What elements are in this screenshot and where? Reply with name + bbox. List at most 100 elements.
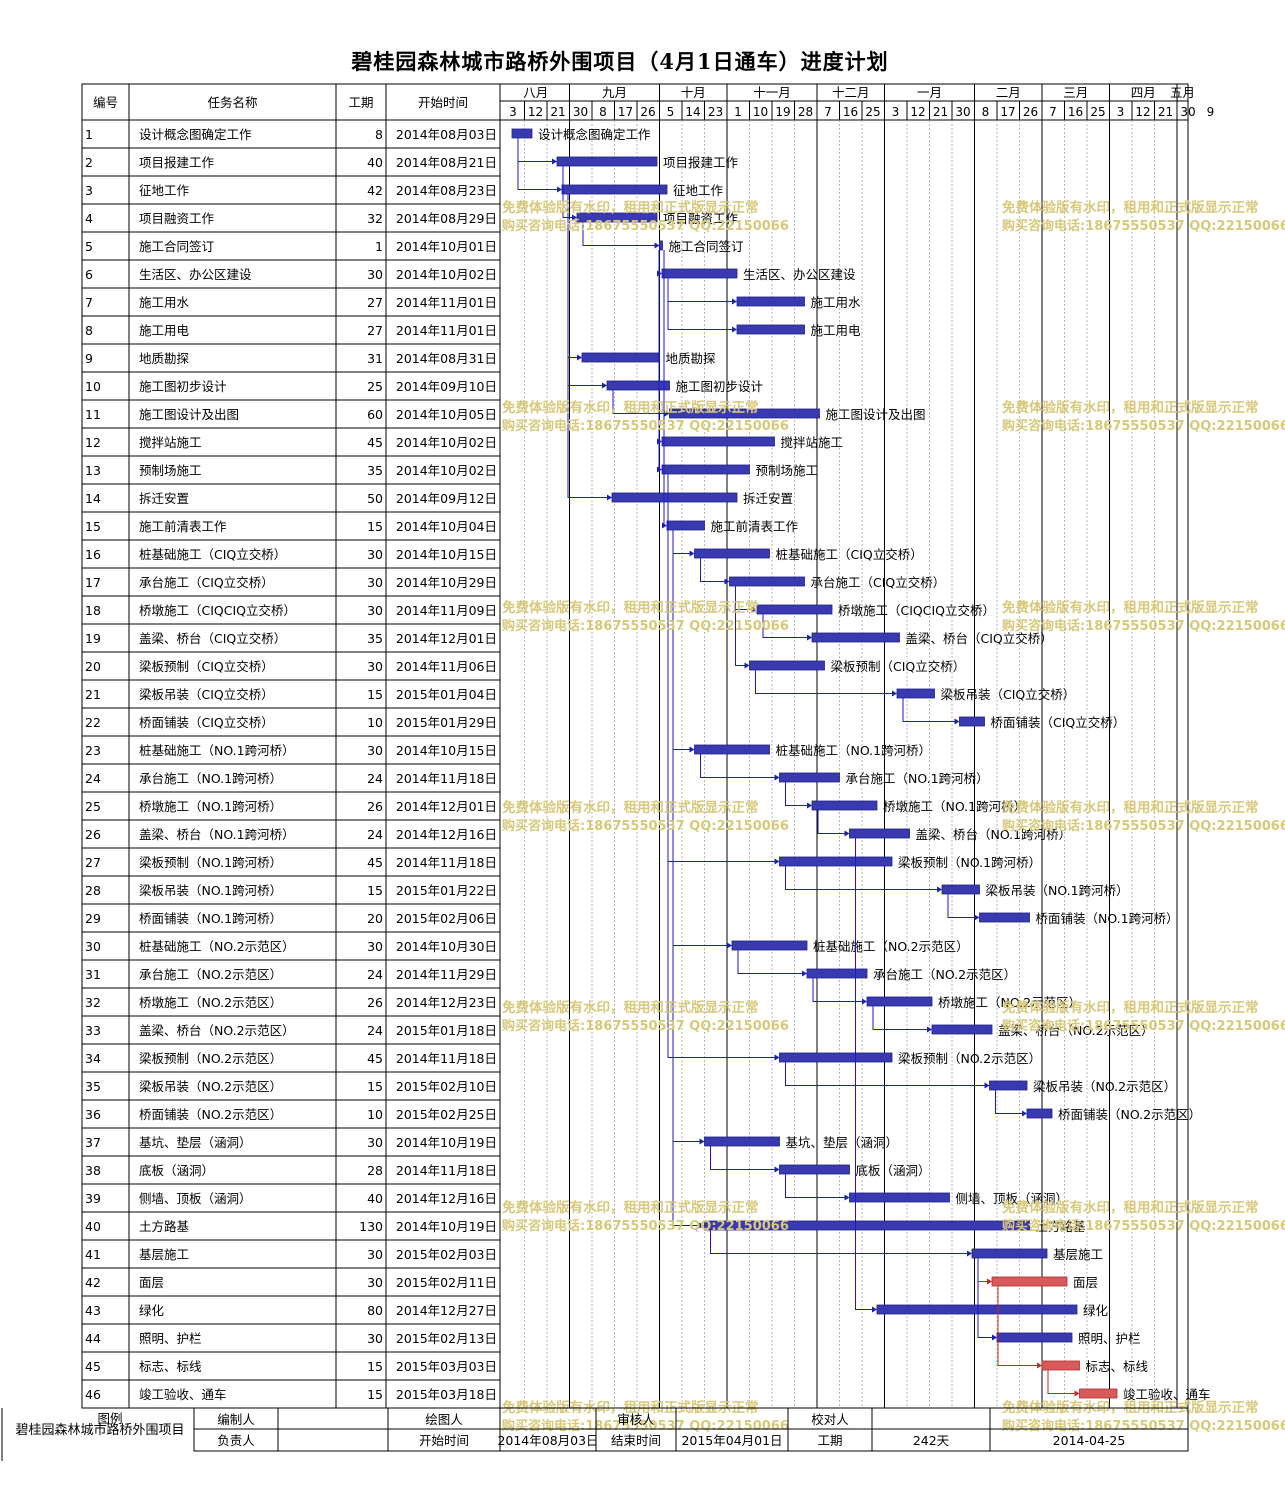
timeline-day-label: 3 [1117, 105, 1125, 119]
task-bar-label: 施工图设计及出图 [826, 407, 926, 422]
dependency-arrow [872, 1306, 877, 1313]
dependency-link [762, 614, 810, 638]
task-start: 2015年01月29日 [396, 715, 497, 730]
task-duration: 50 [367, 491, 383, 506]
dependency-arrow [974, 914, 980, 921]
task-duration: 30 [367, 547, 383, 562]
task-bar [731, 940, 808, 951]
task-start: 2014年11月01日 [396, 323, 497, 338]
task-name: 征地工作 [139, 183, 190, 198]
dependency-arrow [699, 1138, 705, 1145]
task-duration: 15 [367, 687, 383, 702]
timeline-day-label: 3 [892, 105, 900, 119]
task-name: 拆迁安置 [139, 491, 189, 506]
dependency-link [902, 698, 958, 722]
task-id: 3 [85, 183, 93, 198]
task-id: 30 [85, 939, 101, 954]
task-id: 37 [85, 1135, 101, 1150]
timeline-day-label: 10 [753, 105, 768, 119]
task-bar-label: 桥墩施工（NO.2示范区） [938, 995, 1081, 1010]
dependency-link [977, 1258, 990, 1282]
dependency-arrow [844, 1194, 850, 1201]
task-duration: 30 [367, 267, 383, 282]
task-name: 盖梁、桥台（NO.2示范区） [139, 1023, 295, 1038]
task-bar [996, 1332, 1073, 1343]
watermark-text: 免费体验版有水印，租用和正式版显示正常 [1002, 999, 1259, 1016]
timeline-day-label: 8 [599, 105, 607, 119]
watermark-text: 购买咨询电话:18675550537 QQ:22150066 [502, 218, 789, 234]
task-name: 桥面铺装（CIQ立交桥） [139, 715, 274, 730]
dependency-arrow [654, 242, 660, 249]
footer-owner-label: 负责人 [217, 1433, 255, 1448]
dependency-link [755, 670, 895, 694]
task-bar-label: 盖梁、桥台（CIQ立交桥） [906, 631, 1053, 646]
dependency-arrow [664, 410, 670, 417]
timeline-day-label: 7 [1049, 105, 1057, 119]
task-bar-label: 征地工作 [673, 183, 724, 198]
task-bar [659, 240, 663, 251]
task-duration: 24 [367, 771, 383, 786]
task-bar-label: 梁板吊装（NO.1跨河桥） [986, 883, 1129, 898]
task-id: 25 [85, 799, 101, 814]
task-id: 28 [85, 883, 101, 898]
timeline-day-label: 21 [550, 105, 565, 119]
task-id: 35 [85, 1079, 101, 1094]
watermark-text: 购买咨询电话:18675550537 QQ:22150066 [502, 418, 789, 434]
task-start: 2014年08月29日 [396, 211, 497, 226]
task-bar [694, 744, 770, 755]
task-name: 地质勘探 [139, 351, 190, 366]
footer-duration-value: 242天 [913, 1433, 950, 1448]
task-bar [896, 688, 935, 699]
dependency-arrow [1037, 1362, 1042, 1369]
task-id: 40 [85, 1219, 101, 1234]
task-bar-label: 桥面铺装（NO.1跨河桥） [1036, 911, 1179, 926]
task-duration: 15 [367, 883, 383, 898]
task-bar [876, 1304, 1078, 1315]
header-name: 任务名称 [207, 95, 257, 110]
dependency-link [785, 866, 940, 890]
task-name: 施工图设计及出图 [139, 407, 239, 422]
header-id: 编号 [93, 95, 118, 110]
task-start: 2015年02月06日 [396, 911, 497, 926]
dependency-arrow [732, 326, 737, 333]
task-bar [849, 1192, 950, 1203]
timeline-day-label: 12 [910, 105, 925, 119]
task-bar-label: 拆迁安置 [743, 491, 793, 506]
task-start: 2014年11月09日 [396, 603, 497, 618]
task-duration: 30 [367, 1135, 383, 1150]
task-start: 2014年11月18日 [396, 1051, 497, 1066]
timeline-day-label: 12 [528, 105, 543, 119]
task-bar-label: 预制场施工 [756, 463, 819, 478]
task-bar [561, 184, 668, 195]
task-id: 43 [85, 1303, 101, 1318]
task-id: 38 [85, 1163, 101, 1178]
task-bar-label: 项目报建工作 [663, 155, 739, 170]
task-duration: 24 [367, 967, 383, 982]
task-name: 盖梁、桥台（NO.1跨河桥） [139, 827, 295, 842]
task-name: 梁板吊装（CIQ立交桥） [139, 687, 274, 702]
task-duration: 10 [367, 715, 383, 730]
task-bar [849, 828, 910, 839]
task-duration: 30 [367, 603, 383, 618]
dependency-link [582, 222, 658, 246]
task-start: 2015年02月10日 [396, 1079, 497, 1094]
task-start: 2014年11月18日 [396, 771, 497, 786]
task-id: 22 [85, 715, 101, 730]
task-duration: 45 [367, 855, 383, 870]
watermark-text: 购买咨询电话:18675550537 QQ:22150066 [1002, 418, 1285, 434]
task-bar [661, 268, 738, 279]
task-id: 10 [85, 379, 101, 394]
watermark-text: 购买咨询电话:18675550537 QQ:22150066 [502, 1418, 789, 1434]
task-duration: 30 [367, 575, 383, 590]
dependency-arrow [552, 158, 557, 165]
task-bar-label: 设计概念图确定工作 [538, 127, 651, 142]
task-bar [811, 800, 878, 811]
task-start: 2014年11月18日 [396, 1163, 497, 1178]
task-id: 12 [85, 435, 101, 450]
dependency-arrow [689, 746, 695, 753]
task-id: 4 [85, 211, 93, 226]
task-id: 26 [85, 827, 101, 842]
dependency-link [995, 1090, 1025, 1114]
footer-project: 碧桂园森林城市路桥外围项目 [15, 1422, 184, 1438]
task-name: 侧墙、顶板（涵洞） [139, 1191, 252, 1206]
